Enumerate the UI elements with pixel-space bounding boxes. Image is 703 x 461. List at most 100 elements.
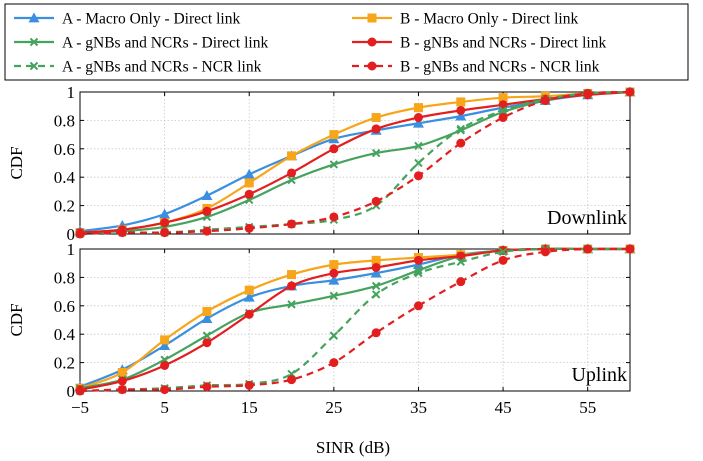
downlink-point-b-gnbs-and-ncrs-ncr-link xyxy=(583,88,593,98)
uplink-point-b-macro-only-direct-link xyxy=(117,368,127,378)
uplink-point-b-macro-only-direct-link xyxy=(202,306,212,316)
legend-label: A - gNBs and NCRs - NCR link xyxy=(62,59,262,76)
legend-label: A - gNBs and NCRs - Direct link xyxy=(62,35,268,52)
uplink-y-axis-title: CDF xyxy=(7,303,26,336)
downlink-point-b-macro-only-direct-link xyxy=(287,151,297,161)
legend-entry-a-macro-only-direct-link: A - Macro Only - Direct link xyxy=(14,11,240,28)
downlink-point-a-gnbs-and-ncrs-direct-link xyxy=(414,141,423,151)
uplink-panel: 0 0.2 0.4 0.6 0.8 1 CDF Uplink xyxy=(7,240,636,401)
legend-marker xyxy=(367,13,377,23)
downlink-point-b-macro-only-direct-link xyxy=(371,113,381,123)
uplink-point-a-gnbs-and-ncrs-ncr-link xyxy=(329,331,339,340)
uplink-series-b-gnbs-and-ncrs-ncr-link xyxy=(75,244,635,396)
legend-entry-a-gnbs-and-ncrs-direct-link: A - gNBs and NCRs - Direct link xyxy=(14,35,268,52)
x-tick-label: 25 xyxy=(325,398,342,417)
uplink-point-b-macro-only-direct-link xyxy=(244,285,254,295)
downlink-point-b-gnbs-and-ncrs-direct-link xyxy=(202,206,212,216)
legend-entry-b-gnbs-and-ncrs-direct-link: B - gNBs and NCRs - Direct link xyxy=(352,35,606,52)
legend-marker xyxy=(28,12,40,23)
downlink-point-b-gnbs-and-ncrs-ncr-link xyxy=(413,171,423,181)
downlink-point-b-gnbs-and-ncrs-ncr-link xyxy=(117,228,127,238)
legend-label: B - Macro Only - Direct link xyxy=(400,11,578,28)
uplink-point-a-gnbs-and-ncrs-direct-link xyxy=(414,266,423,275)
uplink-point-a-gnbs-and-ncrs-direct-link xyxy=(202,331,212,340)
uplink-point-b-gnbs-and-ncrs-ncr-link xyxy=(75,386,85,396)
downlink-point-b-macro-only-direct-link xyxy=(498,93,508,103)
uplink-point-b-gnbs-and-ncrs-ncr-link xyxy=(202,382,212,392)
downlink-point-a-gnbs-and-ncrs-ncr-link xyxy=(456,124,465,134)
downlink-point-a-gnbs-and-ncrs-direct-link xyxy=(329,160,339,169)
uplink-point-a-gnbs-and-ncrs-direct-link xyxy=(287,300,296,309)
uplink-point-b-gnbs-and-ncrs-ncr-link xyxy=(540,247,550,257)
downlink-point-b-gnbs-and-ncrs-direct-link xyxy=(371,124,381,134)
x-tick-label: 45 xyxy=(495,398,512,417)
uplink-point-a-macro-only-direct-link xyxy=(243,291,255,302)
downlink-series-b-gnbs-and-ncrs-ncr-link xyxy=(75,87,635,239)
downlink-y-tick-label: 0 xyxy=(67,225,76,244)
uplink-point-b-gnbs-and-ncrs-direct-link xyxy=(287,281,297,291)
uplink-point-b-gnbs-and-ncrs-ncr-link xyxy=(625,244,635,254)
legend: A - Macro Only - Direct link B - Macro On… xyxy=(4,3,689,81)
downlink-point-a-gnbs-and-ncrs-ncr-link xyxy=(498,106,508,115)
x-tick-label: 55 xyxy=(579,398,596,417)
downlink-point-b-gnbs-and-ncrs-ncr-link xyxy=(540,96,550,106)
x-tick-label: −5 xyxy=(71,398,89,417)
downlink-point-b-gnbs-and-ncrs-direct-link xyxy=(160,218,170,228)
legend-frame xyxy=(4,3,689,81)
uplink-point-b-gnbs-and-ncrs-ncr-link xyxy=(498,255,508,265)
uplink-point-b-gnbs-and-ncrs-direct-link xyxy=(117,376,127,386)
legend-label: A - Macro Only - Direct link xyxy=(62,11,240,28)
legend-label: B - gNBs and NCRs - Direct link xyxy=(400,35,606,52)
uplink-point-a-macro-only-direct-link xyxy=(328,274,340,285)
downlink-point-b-gnbs-and-ncrs-ncr-link xyxy=(371,196,381,206)
downlink-point-a-macro-only-direct-link xyxy=(159,208,171,219)
downlink-point-b-gnbs-and-ncrs-direct-link xyxy=(413,113,423,123)
uplink-point-a-macro-only-direct-link xyxy=(370,267,382,278)
uplink-point-b-gnbs-and-ncrs-ncr-link xyxy=(117,385,127,395)
legend-label: B - gNBs and NCRs - NCR link xyxy=(400,59,600,76)
x-tick-label: 35 xyxy=(410,398,427,417)
uplink-point-a-gnbs-and-ncrs-ncr-link xyxy=(456,257,465,266)
downlink-y-tick-label: 0.4 xyxy=(54,168,76,187)
downlink-point-b-gnbs-and-ncrs-ncr-link xyxy=(160,228,170,238)
uplink-point-a-gnbs-and-ncrs-ncr-link xyxy=(371,290,381,299)
downlink-point-b-gnbs-and-ncrs-ncr-link xyxy=(244,223,254,233)
uplink-point-b-gnbs-and-ncrs-direct-link xyxy=(202,338,212,348)
uplink-point-a-gnbs-and-ncrs-ncr-link xyxy=(414,268,423,278)
uplink-y-tick-label: 0.4 xyxy=(54,325,76,344)
uplink-y-tick-label: 0.6 xyxy=(54,297,75,316)
downlink-point-a-gnbs-and-ncrs-ncr-link xyxy=(414,158,423,168)
downlink-point-b-gnbs-and-ncrs-ncr-link xyxy=(329,212,339,222)
downlink-point-a-macro-only-direct-link xyxy=(412,117,424,128)
downlink-y-tick-label: 0.2 xyxy=(54,197,75,216)
uplink-point-b-gnbs-and-ncrs-direct-link xyxy=(413,255,423,265)
uplink-point-b-gnbs-and-ncrs-ncr-link xyxy=(329,358,339,368)
uplink-point-b-gnbs-and-ncrs-ncr-link xyxy=(413,301,423,311)
uplink-point-b-gnbs-and-ncrs-direct-link xyxy=(371,262,381,272)
uplink-point-b-gnbs-and-ncrs-ncr-link xyxy=(456,277,466,287)
downlink-point-b-macro-only-direct-link xyxy=(413,103,423,113)
uplink-y-tick-label: 0 xyxy=(67,382,76,401)
x-tick-label: 5 xyxy=(160,398,169,417)
uplink-point-a-macro-only-direct-link xyxy=(201,313,213,323)
downlink-point-b-gnbs-and-ncrs-ncr-link xyxy=(75,229,85,239)
x-axis-title: SINR (dB) xyxy=(316,438,390,457)
downlink-point-a-gnbs-and-ncrs-direct-link xyxy=(371,148,381,158)
downlink-plot-frame xyxy=(79,91,631,235)
downlink-y-axis-title: CDF xyxy=(7,146,26,179)
downlink-point-b-gnbs-and-ncrs-direct-link xyxy=(244,189,254,199)
legend-marker xyxy=(29,37,39,47)
uplink-point-b-gnbs-and-ncrs-ncr-link xyxy=(287,375,297,385)
x-axis: −5 5 15 25 35 45 55 xyxy=(71,398,596,417)
legend-marker xyxy=(367,61,377,71)
legend-marker xyxy=(367,37,377,47)
uplink-plot-frame xyxy=(79,248,631,392)
downlink-point-a-macro-only-direct-link xyxy=(455,110,467,121)
downlink-point-b-gnbs-and-ncrs-ncr-link xyxy=(456,138,466,148)
downlink-point-a-gnbs-and-ncrs-direct-link xyxy=(287,175,296,185)
downlink-panel-label: Downlink xyxy=(547,207,627,229)
uplink-point-b-macro-only-direct-link xyxy=(329,260,339,270)
uplink-panel-label: Uplink xyxy=(571,364,627,386)
